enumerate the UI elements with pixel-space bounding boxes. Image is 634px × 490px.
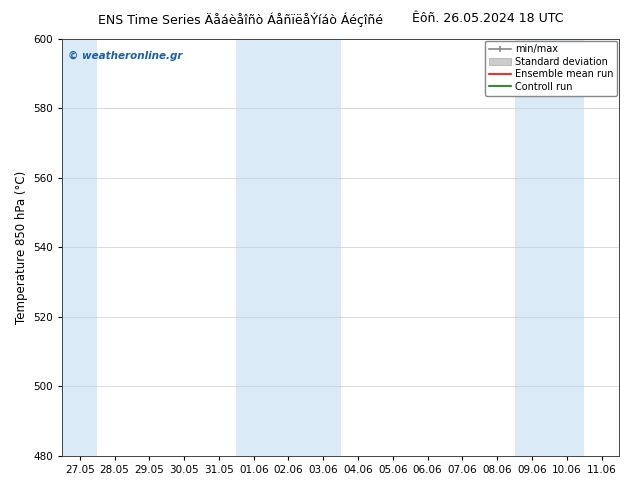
Text: Êôñ. 26.05.2024 18 UTC: Êôñ. 26.05.2024 18 UTC [413, 12, 564, 25]
Text: ENS Time Series Äåáèåîñò ÁåñïëåÝíáò Áéçîñé: ENS Time Series Äåáèåîñò ÁåñïëåÝíáò Áéçî… [98, 12, 384, 27]
Bar [515, 39, 584, 456]
Bar [62, 39, 97, 456]
Bar [236, 39, 340, 456]
Legend: min/max, Standard deviation, Ensemble mean run, Controll run: min/max, Standard deviation, Ensemble me… [486, 41, 617, 96]
Y-axis label: Temperature 850 hPa (°C): Temperature 850 hPa (°C) [15, 171, 28, 324]
Text: © weatheronline.gr: © weatheronline.gr [68, 51, 183, 61]
